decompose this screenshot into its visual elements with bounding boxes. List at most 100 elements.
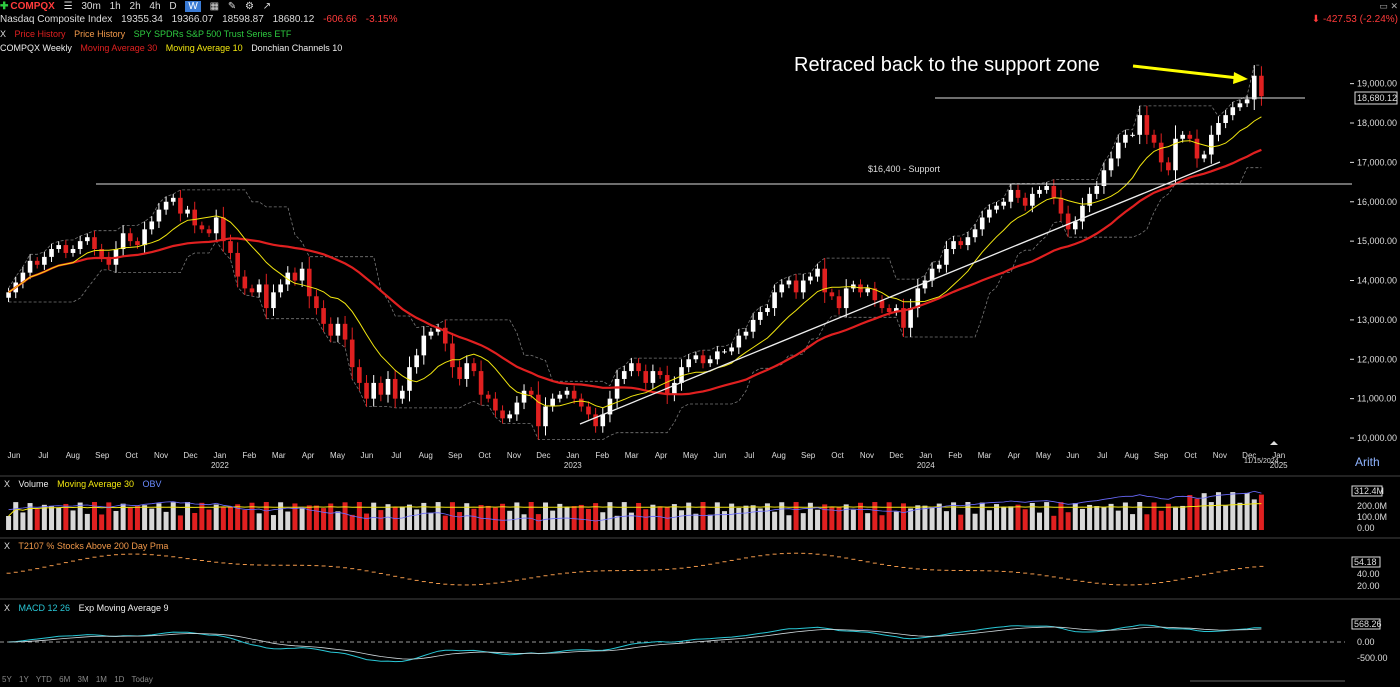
breadth-last-label: 54.18 [1354,557,1377,567]
candle-body [757,312,763,320]
close-volume-icon[interactable]: X [4,479,11,489]
volume-bar [99,514,105,530]
volume-bar [786,515,792,530]
candle-body [672,382,677,395]
timeframe-2h[interactable]: 2h [129,1,141,12]
close-icon[interactable]: ✕ [1390,1,1398,11]
candle-body [614,378,620,399]
candle-body [994,205,999,210]
volume-bar [428,512,434,530]
macd-signal-label[interactable]: Exp Moving Average 9 [78,603,169,613]
range-3m[interactable]: 3M [77,675,89,684]
candle-body [786,280,792,285]
overlay-list: X Price History Price History SPY SPDRs … [0,28,1400,40]
timeframe-1h[interactable]: 1h [109,1,121,12]
candle-body [235,252,240,277]
volume-bar [1165,503,1171,530]
overlay-price-history-2[interactable]: Price History [74,29,126,39]
donchian-label[interactable]: Donchian Channels 10 [251,43,343,53]
candle-body [528,390,534,395]
candle-body [915,288,921,309]
volume-bar [356,502,362,530]
timeframe-30m[interactable]: 30m [81,1,101,12]
close-breadth-icon[interactable]: X [4,541,11,551]
tools-icon[interactable]: ▦ [209,1,220,12]
close-macd-icon[interactable]: X [4,603,11,613]
candle-body [772,292,777,309]
volume-bar [1194,498,1200,530]
scale-mode[interactable]: Arith [1355,455,1380,469]
candle-body [321,308,326,324]
volume-bar [249,502,255,530]
y-tick-label: 17,000.00 [1357,157,1397,167]
range-1m[interactable]: 1M [95,675,107,684]
share-icon[interactable]: ↗ [262,1,272,12]
candle-body [99,249,104,257]
volume-bar [521,514,527,530]
volume-bar [514,502,520,530]
timeframe-d[interactable]: D [169,1,177,12]
range-1y[interactable]: 1Y [19,675,29,684]
timeframe-4h[interactable]: 4h [149,1,161,12]
breadth-label[interactable]: T2107 % Stocks Above 200 Day Pma [18,541,169,551]
range-today[interactable]: Today [131,675,153,684]
range-6m[interactable]: 6M [59,675,71,684]
volume-bar [6,516,12,530]
volume-bar [84,513,90,530]
volume-bar [77,502,83,530]
volume-label[interactable]: Volume [18,479,49,489]
candle-body [1001,201,1006,206]
candle-body [206,229,212,234]
candle-body [371,382,376,399]
range-5y[interactable]: 5Y [2,675,12,684]
candle-body [557,394,563,399]
range-ytd[interactable]: YTD [35,675,52,684]
close-overlay-icon[interactable]: X [0,29,7,39]
add-symbol-icon[interactable]: ✚ [0,1,9,12]
volume-bar [199,502,205,530]
volume-bar [872,502,878,530]
volume-ma-label[interactable]: Moving Average 30 [57,479,134,489]
timeframe-w[interactable]: W [185,1,201,12]
volume-bar [1022,509,1028,530]
volume-bar [879,515,885,530]
obv-label[interactable]: OBV [142,479,162,489]
settings-icon[interactable]: ⚙ [244,1,254,12]
range-1d[interactable]: 1D [114,675,125,684]
top-toolbar: ✚ COMPQX ☰ 30m 1h 2h 4h D W ▦ ✎ ⚙ ↗ [0,0,1400,13]
minimize-icon[interactable]: ▭ [1379,1,1388,11]
volume-bar [850,509,856,530]
x-tick-label: Nov [507,451,521,460]
candle-body [636,363,641,372]
volume-bar [1201,493,1207,530]
ma30-label[interactable]: Moving Average 30 [80,43,158,53]
volume-bar [313,505,319,530]
candle-body [1251,75,1257,100]
macd-label[interactable]: MACD 12 26 [18,603,71,613]
callout-text: Retraced back to the support zone [794,54,1100,76]
last-price-label: 18,680.12 [1357,93,1397,103]
candle-body [536,394,541,427]
candle-body [1166,162,1171,171]
overlay-spy[interactable]: SPY SPDRs S&P 500 Trust Series ETF [133,29,292,39]
candle-body [385,378,391,395]
x-tick-label: Dec [183,451,197,460]
draw-icon[interactable]: ✎ [227,1,237,12]
volume-bar [893,511,899,530]
volume-bar [1173,507,1179,530]
ma10-label[interactable]: Moving Average 10 [165,43,243,53]
volume-bar [1108,503,1114,530]
volume-bar [1237,502,1243,530]
candle-body [1244,99,1250,104]
overlay-price-history-1[interactable]: Price History [14,29,66,39]
candle-body [56,245,61,250]
volume-bar [1258,494,1264,530]
symbol-name[interactable]: COMPQX [10,1,55,12]
candle-body [342,323,348,340]
volume-bar [965,502,971,530]
menu-icon[interactable]: ☰ [63,1,73,12]
scroll-marker-icon[interactable] [1270,441,1278,445]
volume-bar [500,503,506,530]
series-label[interactable]: COMPQX Weekly [0,43,72,53]
